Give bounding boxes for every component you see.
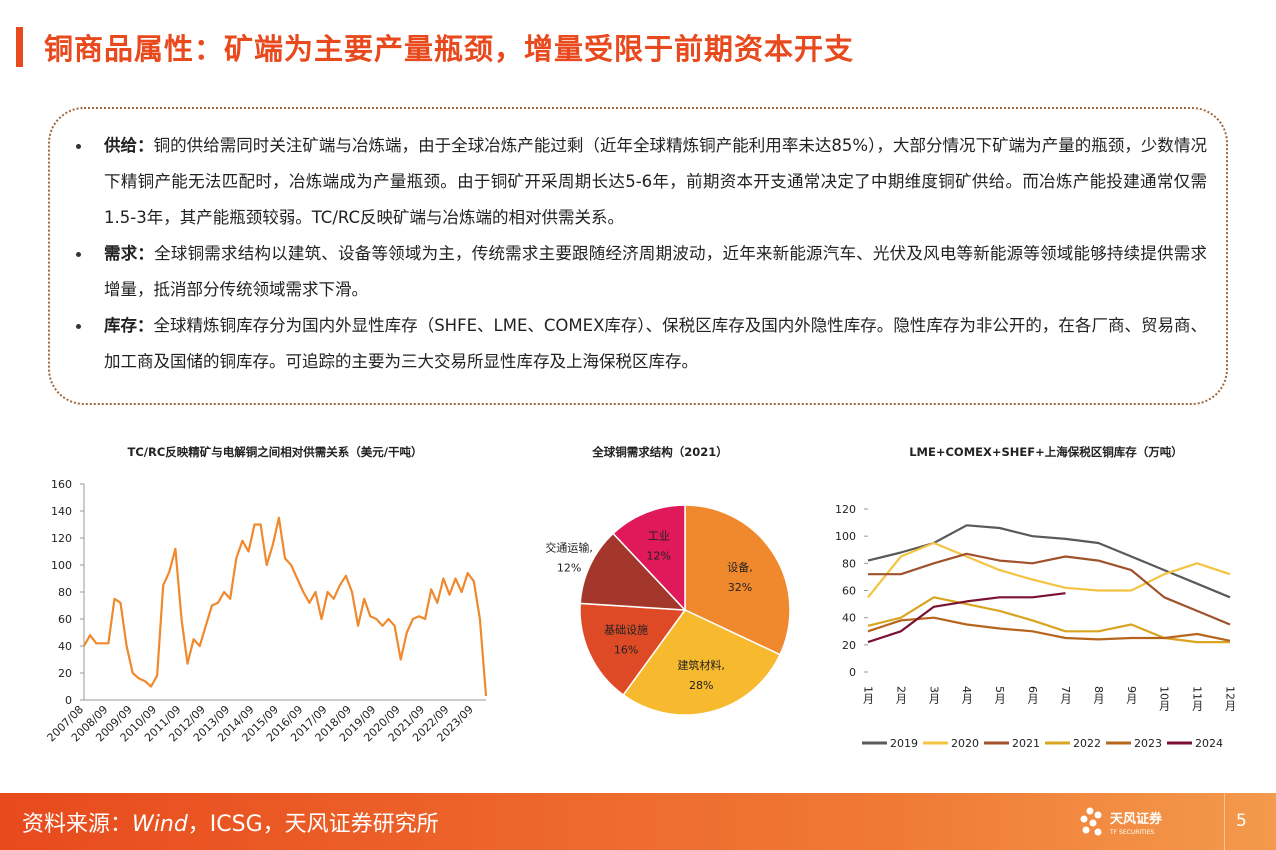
legend-label: 2021	[1012, 737, 1040, 750]
x-tick-label: 2月	[894, 686, 907, 704]
page-title: 铜商品属性：矿端为主要产量瓶颈，增量受限于前期资本开支	[44, 32, 855, 66]
legend-label: 2019	[890, 737, 918, 750]
series-line	[867, 596, 1230, 644]
y-tick-label: 40	[58, 640, 72, 653]
legend-label: 2024	[1195, 737, 1223, 750]
pie-slice	[579, 532, 687, 611]
slice-value: 28%	[689, 679, 713, 692]
chart-title: TC/RC反映精矿与电解铜之间相对供需关系（美元/干吨）	[128, 445, 423, 459]
logo: 天风证券 TF SECURITIES	[1080, 807, 1163, 836]
slice-value: 12%	[557, 561, 581, 574]
y-tick-label: 60	[58, 613, 72, 626]
x-tick-label: 9月	[1125, 686, 1138, 704]
x-tick-label: 8月	[1092, 686, 1105, 704]
bullet-text: 铜的供给需同时关注矿端与冶炼端，由于全球冶炼产能过剩（近年全球精炼铜产能利用率未…	[104, 136, 1208, 227]
x-tick-label: 12月	[1224, 686, 1237, 711]
y-tick-label: 0	[65, 694, 72, 707]
y-tick-label: 40	[842, 612, 856, 625]
legend-label: 2022	[1073, 737, 1101, 750]
pie-slice	[684, 504, 791, 656]
y-tick-label: 80	[58, 586, 72, 599]
bullet: 库存：全球精炼铜库存分为国内外显性库存（SHFE、LME、COMEX库存）、保税…	[72, 308, 1207, 380]
slice-label: 交通运输,	[545, 540, 593, 554]
y-tick-label: 20	[842, 639, 856, 652]
bullet-text: 全球铜需求结构以建筑、设备等领域为主，传统需求主要跟随经济周期波动，近年来新能源…	[104, 244, 1208, 299]
x-tick-label: 4月	[960, 686, 973, 704]
y-tick-label: 100	[835, 530, 856, 543]
slice-label: 基础设施	[604, 624, 648, 637]
bullet: 需求：全球铜需求结构以建筑、设备等领域为主，传统需求主要跟随经济周期波动，近年来…	[72, 236, 1207, 308]
x-tick-label: 1月	[862, 686, 875, 704]
title-bar	[16, 27, 23, 67]
y-tick-label: 0	[849, 666, 856, 679]
series-line	[867, 592, 1066, 644]
bullet-label: 需求：	[104, 244, 155, 263]
logo-mark	[1080, 807, 1102, 836]
slice-value: 16%	[614, 644, 638, 657]
slice-value: 12%	[646, 550, 670, 563]
series-line	[867, 524, 1231, 599]
slice-label: 设备,	[727, 560, 753, 574]
logo-subtext: TF SECURITIES	[1109, 829, 1154, 836]
y-tick-label: 120	[51, 532, 72, 545]
slice-label: 工业	[648, 530, 670, 543]
pie-slice	[579, 602, 687, 696]
x-tick-label: 11月	[1191, 686, 1204, 711]
bullet-text: 全球精炼铜库存分为国内外显性库存（SHFE、LME、COMEX库存）、保税区库存…	[104, 316, 1207, 371]
series-line	[867, 541, 1231, 598]
pie-slice	[622, 609, 782, 716]
x-tick-label: 5月	[993, 686, 1006, 704]
chart-title: LME+COMEX+SHEF+上海保税区铜库存（万吨）	[909, 445, 1183, 459]
series-line	[867, 616, 1231, 642]
legend-label: 2023	[1134, 737, 1162, 750]
x-tick-label: 3月	[927, 686, 940, 704]
bullet: 供给：铜的供给需同时关注矿端与冶炼端，由于全球冶炼产能过剩（近年全球精炼铜产能利…	[72, 128, 1207, 236]
x-tick-label: 10月	[1158, 686, 1171, 711]
page-number: 5	[1236, 811, 1247, 831]
series-line	[868, 552, 1231, 626]
source-wind: Wind	[132, 812, 188, 837]
bullet-label: 库存：	[104, 316, 154, 335]
y-tick-label: 140	[51, 505, 72, 518]
slice-label: 建筑材料,	[677, 658, 725, 672]
y-tick-label: 80	[842, 557, 856, 570]
source-prefix: 资料来源：	[22, 812, 133, 837]
y-tick-label: 20	[58, 667, 72, 680]
series-line	[83, 516, 488, 696]
bullet-label: 供给：	[104, 136, 154, 155]
charts: TC/RC反映精矿与电解铜之间相对供需关系（美元/干吨） 0 20 40 60 80 100…	[45, 445, 1237, 750]
x-tick-label: 7月	[1059, 686, 1072, 704]
bullet-box	[48, 107, 1228, 405]
footer: 资料来源：Wind，ICSG，天风证券研究所 天风证券 TF SECURITIE…	[0, 793, 1276, 850]
y-tick-label: 160	[51, 478, 72, 491]
source: 资料来源：Wind，ICSG，天风证券研究所	[22, 806, 439, 838]
y-tick-label: 120	[835, 503, 856, 516]
slice-value: 32%	[728, 581, 752, 594]
bullet-list: 供给：铜的供给需同时关注矿端与冶炼端，由于全球冶炼产能过剩（近年全球精炼铜产能利…	[72, 128, 1207, 380]
legend-label: 2020	[951, 737, 979, 750]
chart-title: 全球铜需求结构（2021）	[591, 445, 728, 459]
y-tick-label: 60	[842, 585, 856, 598]
pie-slice	[612, 504, 686, 612]
separator	[1224, 793, 1225, 850]
logo-text: 天风证券	[1110, 811, 1163, 827]
source-rest: ，ICSG，天风证券研究所	[187, 812, 439, 837]
x-tick-label: 6月	[1026, 686, 1039, 704]
y-tick-label: 100	[51, 559, 72, 572]
